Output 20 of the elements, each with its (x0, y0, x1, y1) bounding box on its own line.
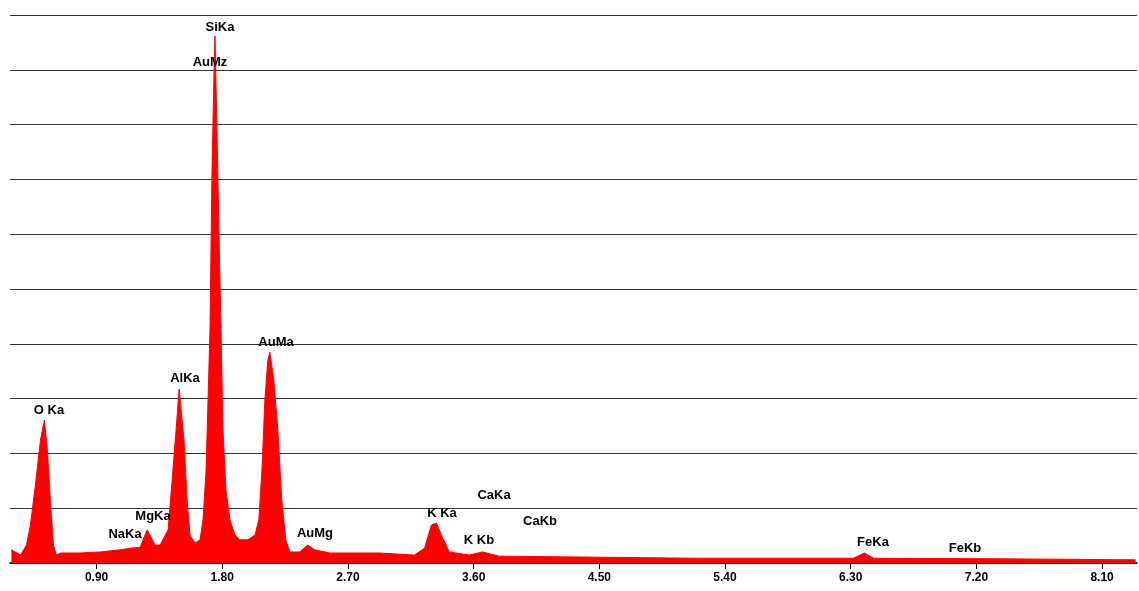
annotation: K Kb (463, 532, 495, 547)
x-tick-label: 5.40 (713, 570, 738, 584)
annotation: O Ka (33, 402, 65, 417)
annotation: CaKa (477, 487, 512, 502)
x-tick-label: 2.70 (336, 570, 360, 584)
annotation: FeKb (948, 540, 982, 555)
x-tick-label: 3.60 (461, 570, 486, 584)
annotation: AuMg (296, 525, 334, 540)
x-tick-label: 4.50 (587, 570, 612, 584)
annotation: K Ka (427, 505, 458, 520)
x-tick-label: 7.20 (964, 570, 989, 584)
annotation: AlKa (170, 370, 201, 385)
annotation: CaKb (523, 513, 558, 528)
annotation: NaKa (108, 526, 143, 541)
annotation: FeKa (857, 534, 890, 549)
text: SiKa (205, 19, 236, 34)
x-tick-label: 0.90 (84, 570, 109, 584)
x-tick-label: 6.30 (839, 570, 863, 584)
x-tick-label: 1.80 (210, 570, 235, 584)
x-tick-label: 8.10 (1090, 570, 1115, 584)
